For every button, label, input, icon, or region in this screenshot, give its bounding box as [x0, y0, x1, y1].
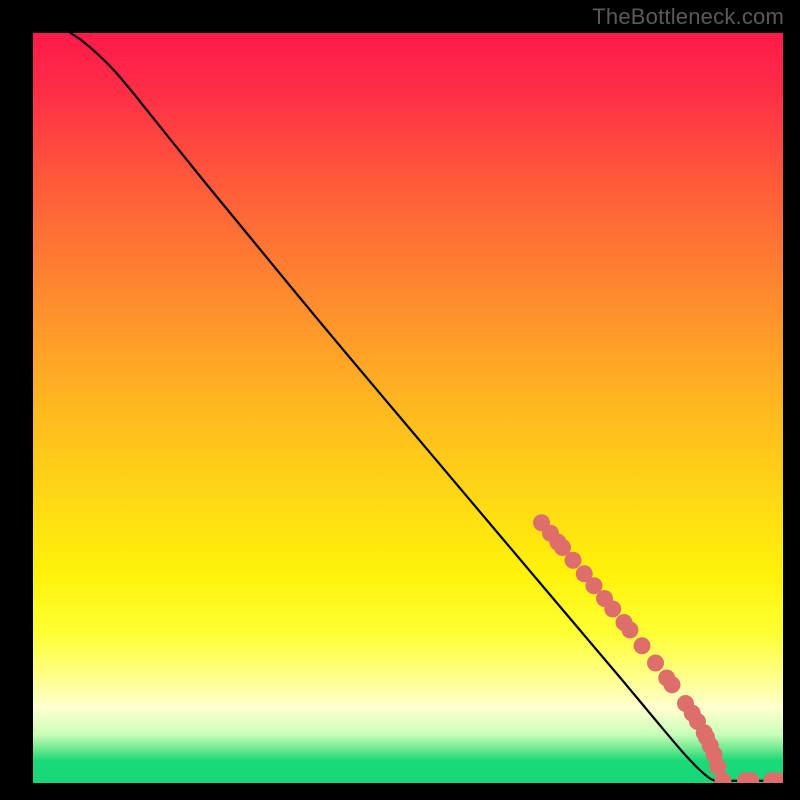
bottleneck-chart: [33, 33, 783, 783]
data-marker: [622, 622, 639, 639]
data-marker: [664, 676, 681, 693]
data-marker: [634, 637, 651, 654]
attribution-text: TheBottleneck.com: [592, 4, 784, 30]
data-marker: [565, 552, 582, 569]
chart-svg: [33, 33, 783, 783]
data-marker: [604, 601, 621, 618]
data-marker: [647, 655, 664, 672]
